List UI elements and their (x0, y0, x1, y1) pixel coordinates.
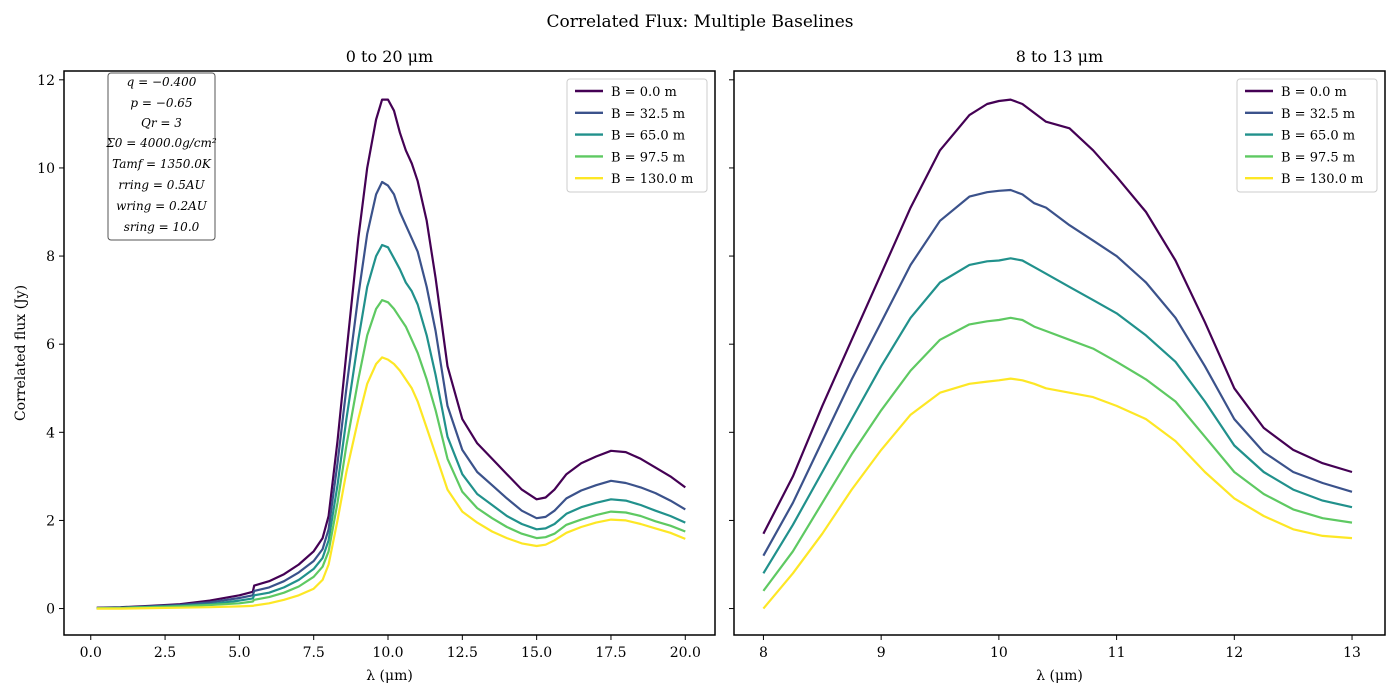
left-y-tick-label: 4 (46, 425, 55, 441)
right-legend-label-3: B = 97.5 m (1281, 150, 1355, 165)
right-series-line-0 (762, 98, 1353, 535)
right-x-tick-label: 12 (1225, 645, 1243, 661)
left-series-lines (96, 98, 686, 610)
right-series-lines (762, 98, 1353, 610)
param-sring: sring = 10.0 (124, 220, 200, 234)
left-series-line-2 (96, 243, 686, 610)
left-legend: B = 0.0 m B = 32.5 m B = 65.0 m B = 97.5 m B… (566, 78, 708, 193)
left-chart: 0 to 20 μm 0.0 2.5 5.0 7.5 10.0 12.5 15.0 17.5 2… (13, 47, 716, 684)
left-y-axis-label: Correlated flux (Jy) (13, 285, 29, 421)
left-y-tick-label: 6 (46, 337, 55, 353)
left-series-line-4 (96, 356, 686, 610)
left-y-ticks: 0 2 4 6 8 10 12 (37, 73, 64, 618)
right-x-axis-label: λ (μm) (1036, 668, 1083, 684)
right-x-tick-label: 13 (1343, 645, 1361, 661)
left-x-tick-label: 10.0 (372, 645, 403, 661)
parameter-annotation-box: q = −0.400 p = −0.65 Qr = 3 Σ0 = 4000.0g… (105, 72, 217, 241)
param-q: q = −0.400 (127, 75, 197, 89)
right-x-ticks: 8 9 10 11 12 13 (759, 635, 1361, 661)
right-plot-frame (733, 70, 1386, 636)
right-x-tick-label: 10 (990, 645, 1008, 661)
left-x-tick-label: 20.0 (670, 645, 701, 661)
param-sigma: Σ0 = 4000.0g/cm² (105, 136, 217, 150)
left-x-tick-label: 0.0 (80, 645, 102, 661)
left-x-tick-label: 5.0 (228, 645, 250, 661)
left-y-tick-label: 0 (46, 602, 55, 618)
left-legend-frame (566, 78, 708, 193)
left-legend-label-3: B = 97.5 m (611, 150, 685, 165)
left-legend-label-2: B = 65.0 m (611, 129, 685, 144)
left-series-line-3 (96, 299, 686, 610)
left-x-tick-label: 7.5 (303, 645, 325, 661)
right-chart-title: 8 to 13 μm (1016, 47, 1103, 66)
right-legend-label-1: B = 32.5 m (1281, 107, 1355, 122)
left-y-tick-label: 12 (37, 73, 55, 89)
left-series-line-1 (96, 180, 686, 610)
left-x-tick-label: 15.0 (521, 645, 552, 661)
right-legend: B = 0.0 m B = 32.5 m B = 65.0 m B = 97.5 m B… (1236, 78, 1378, 193)
figure-title: Correlated Flux: Multiple Baselines (546, 12, 853, 32)
right-x-tick-label: 11 (1108, 645, 1126, 661)
right-series-line-3 (762, 316, 1353, 592)
param-tamf: Tamf = 1350.0K (112, 157, 212, 171)
left-y-tick-label: 8 (46, 249, 55, 265)
right-legend-label-4: B = 130.0 m (1281, 172, 1363, 187)
right-legend-frame (1236, 78, 1378, 193)
left-y-tick-label: 10 (37, 161, 55, 177)
param-wring: wring = 0.2AU (116, 199, 208, 213)
left-series-line-0 (96, 98, 686, 609)
right-x-tick-label: 8 (759, 645, 768, 661)
left-y-tick-label: 2 (46, 513, 55, 529)
right-chart: 8 to 13 μm 8 9 10 11 12 13 λ (μm) B = 0.0 mB … (729, 47, 1386, 684)
right-y-ticks (729, 79, 734, 610)
param-rring: rring = 0.5AU (118, 178, 205, 192)
right-series-line-2 (762, 257, 1353, 574)
right-legend-label-0: B = 0.0 m (1281, 85, 1347, 100)
left-legend-label-4: B = 130.0 m (611, 172, 693, 187)
left-x-tick-label: 2.5 (154, 645, 176, 661)
right-series-line-1 (762, 188, 1353, 557)
left-chart-title: 0 to 20 μm (346, 47, 433, 66)
left-x-tick-label: 12.5 (447, 645, 478, 661)
param-qr: Qr = 3 (141, 116, 182, 130)
left-legend-label-0: B = 0.0 m (611, 85, 677, 100)
left-plot-frame (63, 70, 716, 636)
left-x-tick-label: 17.5 (595, 645, 626, 661)
left-legend-label-1: B = 32.5 m (611, 107, 685, 122)
right-series-line-4 (762, 377, 1353, 610)
left-x-ticks: 0.0 2.5 5.0 7.5 10.0 12.5 15.0 17.5 20.0 (80, 635, 701, 661)
right-legend-label-2: B = 65.0 m (1281, 129, 1355, 144)
right-x-tick-label: 9 (877, 645, 886, 661)
param-p: p = −0.65 (130, 96, 192, 110)
left-x-axis-label: λ (μm) (366, 668, 413, 684)
parameter-box-frame (107, 72, 216, 241)
